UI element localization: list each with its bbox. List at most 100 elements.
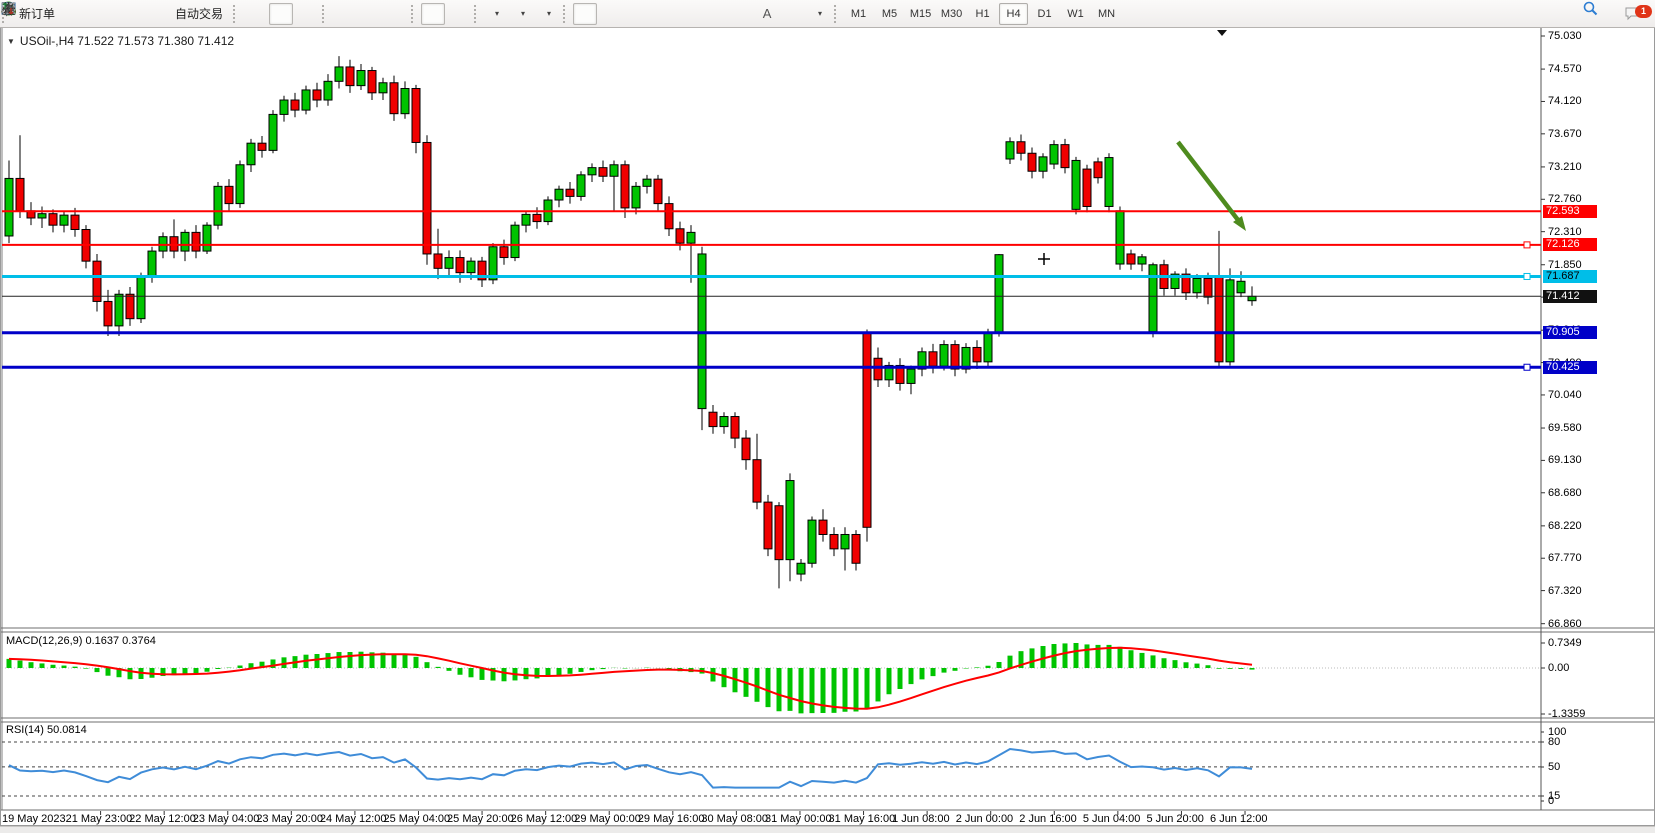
price-tick-label: 75.030 — [1548, 30, 1582, 42]
candlestick-chart-icon[interactable] — [2, 2, 294, 25]
price-tick-label: 73.210 — [1548, 160, 1582, 173]
timeframe-toolbar: M1 M5 M15 M30 H1 H4 D1 W1 MN — [832, 0, 1122, 27]
candle-body — [906, 368, 916, 384]
vertical-line-tool-icon[interactable] — [7, 2, 649, 25]
timeframe-button-h4[interactable]: H4 — [999, 2, 1029, 25]
level-line-handle[interactable] — [1523, 241, 1531, 249]
candle-body — [972, 346, 982, 363]
candle-body — [4, 177, 14, 237]
svg-text:T: T — [6, 4, 12, 15]
candle-body — [565, 188, 575, 197]
candle-body — [1093, 161, 1103, 179]
zoom-out-icon[interactable] — [2, 2, 382, 25]
timeframe-button-h1[interactable]: H1 — [975, 7, 990, 20]
chart-canvas[interactable] — [0, 27, 1655, 832]
candle-body — [48, 213, 58, 226]
chart-collapse-icon[interactable]: ▼ — [7, 36, 15, 46]
toolbar-drag-handle[interactable] — [233, 4, 240, 23]
autotrading-icon[interactable] — [0, 2, 166, 25]
candle-body — [1082, 168, 1092, 207]
timeframe-button-w1[interactable]: W1 — [1067, 7, 1084, 20]
candle-body — [609, 164, 619, 177]
time-axis-label: 23 May 20:00 — [256, 813, 323, 825]
zoom-in-icon[interactable] — [2, 2, 356, 25]
time-axis-label: 5 Jun 20:00 — [1146, 813, 1204, 825]
text-label-tool-icon[interactable]: T — [2, 3, 805, 25]
time-axis-label: 6 Jun 12:00 — [1210, 813, 1268, 825]
price-tick-label: 68.220 — [1548, 519, 1582, 532]
fibonacci-tool-icon[interactable]: F — [2, 3, 753, 25]
candle-body — [1060, 144, 1070, 169]
rsi-tick-label: 0 — [1548, 795, 1555, 807]
autotrading-button[interactable]: 自动交易 — [175, 7, 224, 21]
timeframe-button-m15[interactable]: M15 — [909, 7, 932, 20]
timeframe-button-mn[interactable]: MN — [1097, 7, 1116, 20]
toolbar-drag-handle[interactable] — [411, 4, 418, 23]
toolbar-drag-handle[interactable] — [834, 4, 841, 23]
candle-body — [213, 185, 223, 226]
timeframe-button-m1[interactable]: M1 — [850, 7, 867, 20]
chevron-down-icon: ▾ — [521, 9, 526, 18]
candle-body — [521, 213, 531, 226]
signals-icon[interactable] — [1, 1, 140, 25]
equidistant-channel-icon[interactable]: E — [1, 2, 727, 25]
current-price-tag: 71.412 — [1543, 289, 1597, 303]
notification-badge: 1 — [1635, 4, 1652, 18]
time-marker-icon — [1217, 30, 1227, 36]
candle-body — [257, 142, 267, 151]
candle-body — [1115, 210, 1125, 265]
template-icon[interactable]: ▾ — [1, 2, 560, 25]
candle-body — [125, 293, 135, 320]
candle-body — [851, 533, 861, 564]
toolbar-drag-handle[interactable] — [322, 4, 329, 23]
time-axis-label: 5 Jun 04:00 — [1082, 813, 1141, 825]
text-tool-icon[interactable]: A — [762, 6, 772, 21]
candle-body — [180, 231, 190, 252]
candle-body — [323, 80, 333, 101]
indicators-add-icon[interactable]: ▾ — [1, 2, 508, 25]
period-clock-icon[interactable]: ▾ — [2, 2, 534, 25]
time-axis-label: 26 May 12:00 — [510, 813, 578, 825]
candle-body — [246, 142, 256, 166]
market-depth-icon[interactable] — [2, 3, 88, 25]
candle-body — [642, 178, 652, 187]
chevron-down-icon: ▾ — [495, 9, 500, 18]
time-axis-label: 24 May 12:00 — [319, 813, 387, 825]
sell-arrow-head[interactable] — [1233, 216, 1246, 231]
toolbar-drag-handle[interactable] — [474, 4, 481, 23]
toolbar-drag-handle[interactable] — [563, 4, 570, 23]
bar-chart-icon[interactable] — [1, 3, 267, 25]
timeframe-button-d1[interactable]: D1 — [1037, 7, 1052, 20]
candle-body — [741, 437, 751, 461]
cursor-icon[interactable] — [5, 2, 598, 25]
chevron-down-icon: ▾ — [818, 9, 823, 18]
horizontal-line-tool-icon[interactable] — [2, 3, 675, 25]
candle-body — [763, 501, 773, 550]
price-tick-label: 74.120 — [1548, 95, 1582, 108]
rsi-tick-label: 50 — [1548, 761, 1561, 773]
chart-shift-icon[interactable] — [2, 2, 471, 25]
tile-windows-icon[interactable] — [1, 2, 408, 25]
timeframe-button-m30[interactable]: M30 — [940, 7, 963, 20]
level-price-tag: 70.905 — [1543, 326, 1597, 340]
candle-body — [532, 213, 542, 223]
candle-body — [114, 293, 124, 327]
new-order-button[interactable]: 新订单 — [19, 7, 56, 21]
line-chart-icon[interactable] — [1, 3, 319, 25]
trendline-tool-icon[interactable] — [2, 2, 701, 25]
auto-scroll-icon[interactable] — [2, 2, 446, 25]
sell-arrow-annotation[interactable] — [1176, 140, 1240, 222]
arrows-tool-icon[interactable]: ▾ — [2, 2, 831, 25]
crosshair-icon[interactable] — [2, 2, 623, 25]
chevron-down-icon: ▾ — [547, 9, 552, 18]
candle-body — [499, 246, 509, 259]
notifications-chat-icon[interactable]: 1 — [1622, 3, 1652, 25]
time-axis-label: 29 May 00:00 — [574, 813, 641, 825]
price-tick-label: 68.680 — [1548, 486, 1582, 499]
candle-body — [70, 214, 80, 230]
level-line-handle[interactable] — [1523, 272, 1531, 280]
timeframe-button-m5[interactable]: M5 — [881, 7, 898, 20]
level-line-handle[interactable] — [1523, 363, 1531, 371]
chart-window-icon[interactable] — [1, 2, 114, 25]
search-icon[interactable] — [1583, 1, 1607, 25]
